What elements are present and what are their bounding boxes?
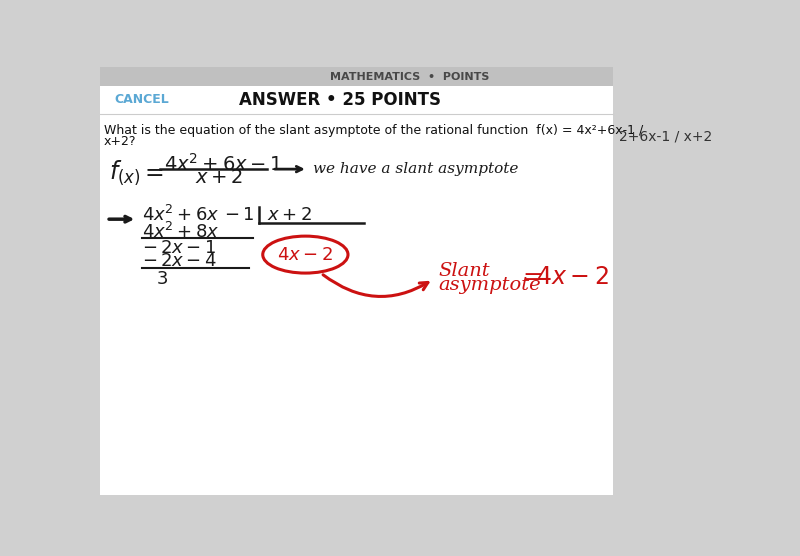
Bar (100, 67, 720, 86)
Text: asymptote: asymptote (438, 276, 542, 294)
Text: $-\,2x - 4$: $-\,2x - 4$ (142, 252, 217, 270)
Text: 2+6x-1 / x+2: 2+6x-1 / x+2 (619, 130, 713, 144)
Text: Slant: Slant (438, 262, 490, 280)
Text: $4x - 2$: $4x - 2$ (278, 246, 334, 264)
Bar (613, 67, 720, 495)
Text: x+2?: x+2? (104, 135, 136, 148)
Text: $4x - 2$: $4x - 2$ (536, 266, 609, 289)
Text: What is the equation of the slant asymptote of the rational function  f(x) = 4x²: What is the equation of the slant asympt… (104, 125, 643, 137)
Text: $f_{(x)}$: $f_{(x)}$ (110, 159, 141, 187)
Text: $x + 2$: $x + 2$ (266, 206, 311, 224)
Text: CANCEL: CANCEL (114, 93, 169, 106)
Text: MATHEMATICS  •  POINTS: MATHEMATICS • POINTS (330, 72, 490, 82)
Text: we have a slant asymptote: we have a slant asymptote (313, 162, 518, 176)
Bar (100, 86, 613, 514)
Text: $x + 2$: $x + 2$ (194, 170, 243, 187)
Text: =: = (145, 161, 165, 185)
Text: $3$: $3$ (156, 270, 168, 288)
FancyArrowPatch shape (323, 275, 428, 296)
Text: $4x^2 + 8x$: $4x^2 + 8x$ (142, 221, 220, 241)
Text: ANSWER • 25 POINTS: ANSWER • 25 POINTS (239, 91, 442, 109)
Text: $4x^2 + 6x - 1$: $4x^2 + 6x - 1$ (163, 153, 282, 175)
Text: $4x^2 + 6x\,-1$: $4x^2 + 6x\,-1$ (142, 205, 254, 225)
Text: $-\,2x - 1$: $-\,2x - 1$ (142, 240, 216, 257)
Text: =: = (522, 266, 543, 289)
